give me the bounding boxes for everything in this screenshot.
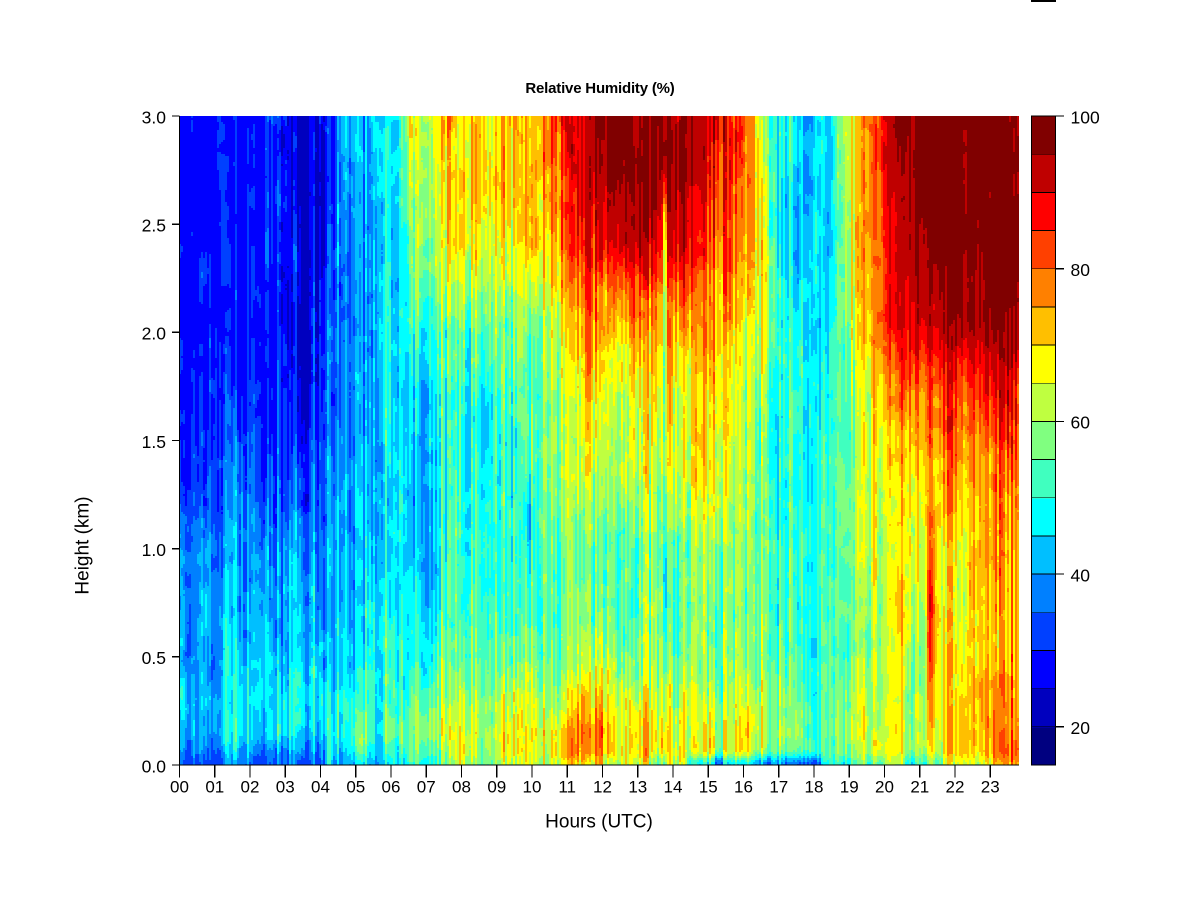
svg-text:01: 01 [205,778,224,797]
svg-text:Relative Humidity (%): Relative Humidity (%) [525,80,674,97]
svg-text:80: 80 [1071,260,1091,280]
svg-text:0.0: 0.0 [142,756,167,776]
svg-text:15: 15 [699,778,718,797]
svg-text:07: 07 [417,778,436,797]
svg-text:20: 20 [875,778,894,797]
svg-text:11: 11 [558,778,576,797]
svg-text:0.5: 0.5 [142,648,166,668]
svg-text:13: 13 [628,778,647,797]
svg-text:1.5: 1.5 [142,432,166,452]
svg-text:40: 40 [1071,565,1091,585]
svg-text:19: 19 [840,778,859,797]
svg-text:3.0: 3.0 [142,107,167,127]
svg-text:1.0: 1.0 [142,540,167,560]
svg-text:16: 16 [734,778,753,797]
svg-text:100: 100 [1071,107,1100,127]
svg-text:2.5: 2.5 [142,216,166,236]
svg-text:Hours (UTC): Hours (UTC) [545,812,653,833]
svg-text:04: 04 [311,778,330,797]
svg-text:08: 08 [452,778,471,797]
svg-text:05: 05 [346,778,365,797]
svg-text:20: 20 [1071,718,1091,738]
svg-text:22: 22 [946,778,965,797]
svg-text:06: 06 [382,778,401,797]
svg-text:18: 18 [805,778,824,797]
svg-text:17: 17 [769,778,788,797]
svg-text:14: 14 [664,778,683,797]
svg-text:60: 60 [1071,413,1091,433]
svg-text:21: 21 [910,778,929,797]
svg-text:Height (km): Height (km) [73,496,94,594]
svg-text:02: 02 [241,778,260,797]
svg-text:12: 12 [593,778,612,797]
svg-text:2.0: 2.0 [142,324,167,344]
svg-text:23: 23 [981,778,1000,797]
svg-text:10: 10 [523,778,542,797]
svg-text:00: 00 [170,778,189,797]
svg-text:09: 09 [487,778,506,797]
svg-text:03: 03 [276,778,295,797]
